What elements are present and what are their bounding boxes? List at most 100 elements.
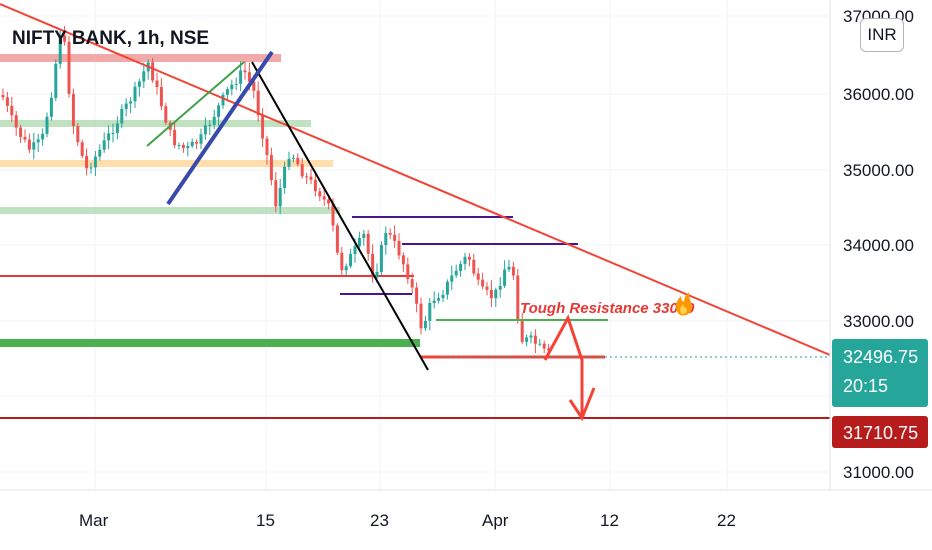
candle-body: [203, 125, 207, 135]
candle-body: [274, 180, 278, 207]
candle-body: [265, 138, 269, 155]
candle-body: [529, 335, 533, 338]
candle-body: [19, 127, 23, 137]
candle-body: [481, 279, 485, 287]
candle-body: [423, 320, 427, 329]
candle-body: [80, 142, 84, 156]
candle-body: [181, 144, 185, 149]
candle-body: [313, 179, 317, 192]
candle-body: [379, 245, 383, 272]
candle-body: [14, 115, 18, 128]
candle-body: [252, 81, 256, 91]
currency-button[interactable]: INR: [860, 18, 904, 52]
candle-body: [124, 103, 128, 109]
candle-body: [349, 253, 353, 267]
price-tick-35000: 35000.00: [843, 161, 914, 180]
candle-body: [437, 298, 441, 301]
date-tick-12: 12: [600, 511, 619, 530]
candle-body: [327, 199, 331, 204]
descending-trendline: [0, 3, 831, 356]
candle-body: [441, 294, 445, 299]
candle-body: [71, 93, 75, 127]
candle-body: [335, 225, 339, 253]
candle-body: [239, 70, 243, 84]
candle-body: [498, 285, 502, 290]
candle-body: [296, 157, 300, 165]
candle-body: [454, 270, 458, 276]
date-tick-15: 15: [256, 511, 275, 530]
last-price-label: 32496.75: [843, 347, 918, 367]
candle-body: [27, 139, 31, 150]
candle-body: [516, 275, 520, 321]
candle-body: [278, 187, 282, 207]
candle-body: [208, 124, 212, 126]
price-tick-34000: 34000.00: [843, 236, 914, 255]
candle-body: [525, 337, 529, 342]
candle-body: [111, 133, 115, 135]
candles: [1, 25, 551, 354]
support-zone-upper: [0, 120, 311, 127]
candle-body: [230, 84, 234, 90]
date-tick-mar: Mar: [79, 511, 109, 530]
price-tick-33000: 33000.00: [843, 312, 914, 331]
candle-body: [305, 176, 309, 178]
candle-body: [173, 129, 177, 146]
candle-body: [494, 289, 498, 299]
resistance-zone-top: [0, 54, 281, 62]
target-price-tag: 31710.75: [832, 416, 928, 448]
candle-body: [533, 335, 537, 344]
candle-body: [32, 142, 36, 150]
candle-body: [415, 287, 419, 304]
candle-body: [247, 72, 251, 82]
fire-icon: [675, 292, 692, 316]
price-tick-31000: 31000.00: [843, 463, 914, 482]
candle-body: [401, 255, 405, 265]
bar-countdown: 20:15: [843, 376, 888, 396]
candle-body: [151, 62, 155, 81]
candle-body: [366, 233, 370, 254]
arrow-down-icon: [568, 387, 596, 422]
candle-body: [318, 191, 322, 197]
candle-body: [41, 133, 45, 140]
price-tick-36000: 36000.00: [843, 85, 914, 104]
candle-body: [283, 166, 287, 188]
date-tick-22: 22: [717, 511, 736, 530]
candle-body: [362, 233, 366, 238]
projection-arrow-path: [543, 314, 584, 416]
rising-line-blue: [166, 50, 274, 206]
annotation-text: Tough Resistance 33000: [520, 300, 695, 317]
candle-body: [291, 157, 295, 159]
candle-body: [520, 320, 524, 342]
candle-body: [243, 70, 247, 73]
candle-body: [177, 144, 181, 146]
candle-body: [5, 97, 9, 106]
candle-body: [225, 89, 229, 95]
candle-body: [388, 233, 392, 235]
candle-body: [221, 94, 225, 106]
support-zone-green: [0, 339, 420, 347]
candle-body: [98, 149, 102, 157]
candle-body: [234, 83, 238, 85]
candle-body: [406, 264, 410, 280]
candle-body: [129, 101, 133, 104]
candle-body: [463, 256, 467, 264]
time-axis[interactable]: Mar 15 23 Apr 12 22: [79, 511, 736, 530]
candle-body: [10, 105, 14, 116]
candle-body: [432, 300, 436, 304]
candle-body: [547, 348, 551, 351]
candle-body: [419, 303, 423, 329]
candle-body: [309, 176, 313, 180]
chart-title: NIFTY BANK, 1h, NSE: [12, 28, 209, 49]
candle-body: [331, 203, 335, 226]
candle-body: [76, 126, 80, 143]
candle-body: [410, 279, 414, 288]
candle-body: [1, 95, 5, 98]
candle-body: [384, 233, 388, 246]
candle-body: [393, 234, 397, 241]
candle-body: [67, 41, 71, 94]
candle-body: [142, 71, 146, 82]
candle-body: [54, 63, 58, 98]
candle-body: [159, 87, 163, 107]
candle-body: [155, 80, 159, 88]
